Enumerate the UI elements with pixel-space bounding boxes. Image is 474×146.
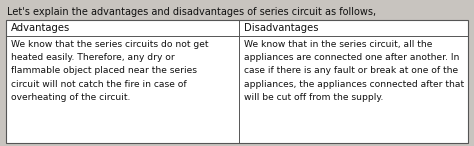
Bar: [6, 20, 468, 143]
Text: We know that in the series circuit, all the
appliances are connected one after a: We know that in the series circuit, all …: [245, 40, 465, 102]
Text: Let's explain the advantages and disadvantages of series circuit as follows,: Let's explain the advantages and disadva…: [7, 7, 376, 17]
Text: We know that the series circuits do not get
heated easily. Therefore, any dry or: We know that the series circuits do not …: [11, 40, 209, 102]
Text: Advantages: Advantages: [11, 23, 70, 33]
Text: Disadvantages: Disadvantages: [245, 23, 319, 33]
